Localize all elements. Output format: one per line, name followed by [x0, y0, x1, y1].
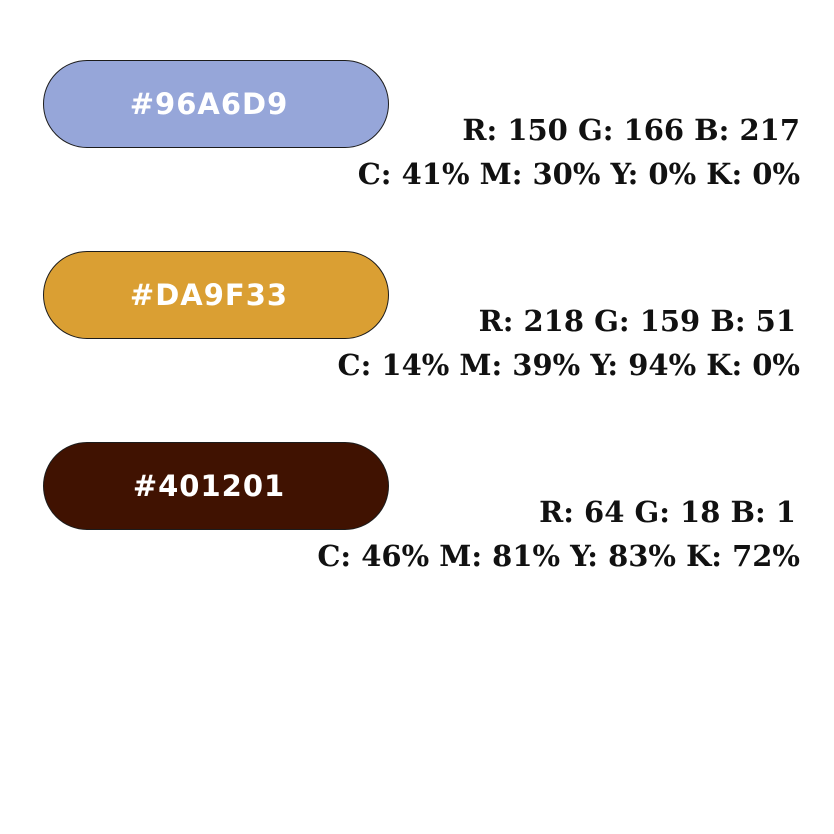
cmyk-values: C: 46% M: 81% Y: 83% K: 72% — [317, 539, 800, 573]
swatch-row-2: #DA9F33 R: 218 G: 159 B: 51 C: 14% M: 39… — [0, 251, 834, 391]
rgb-values: R: 218 G: 159 B: 51 — [478, 304, 796, 338]
cmyk-values: C: 41% M: 30% Y: 0% K: 0% — [357, 157, 800, 191]
hex-label: #96A6D9 — [129, 87, 289, 121]
swatch-row-1: #96A6D9 R: 150 G: 166 B: 217 C: 41% M: 3… — [0, 60, 834, 200]
color-swatch-pill: #401201 — [43, 442, 389, 530]
rgb-values: R: 64 G: 18 B: 1 — [539, 495, 796, 529]
cmyk-values: C: 14% M: 39% Y: 94% K: 0% — [337, 348, 800, 382]
hex-label: #DA9F33 — [129, 278, 289, 312]
color-swatch-pill: #DA9F33 — [43, 251, 389, 339]
hex-label: #401201 — [132, 469, 286, 503]
color-swatch-pill: #96A6D9 — [43, 60, 389, 148]
rgb-values: R: 150 G: 166 B: 217 — [462, 113, 800, 147]
swatch-row-3: #401201 R: 64 G: 18 B: 1 C: 46% M: 81% Y… — [0, 442, 834, 582]
